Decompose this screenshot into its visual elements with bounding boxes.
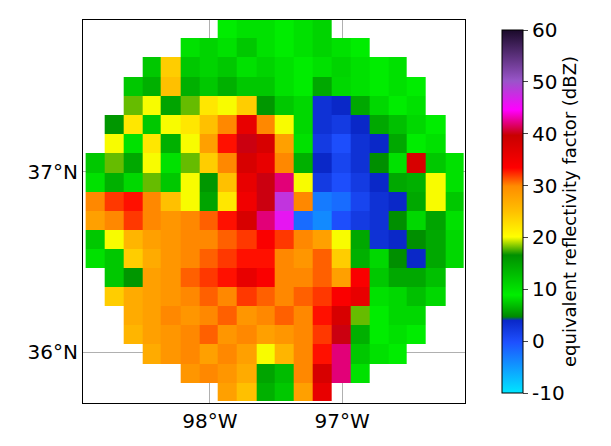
svg-text:50: 50 [532, 70, 557, 94]
svg-text:37°N: 37°N [28, 160, 78, 184]
svg-text:98°W: 98°W [182, 409, 237, 433]
svg-text:20: 20 [532, 225, 557, 249]
svg-text:30: 30 [532, 174, 557, 198]
svg-text:60: 60 [532, 18, 557, 42]
svg-text:40: 40 [532, 122, 557, 146]
svg-text:36°N: 36°N [28, 340, 78, 364]
svg-text:0: 0 [532, 329, 545, 353]
svg-text:97°W: 97°W [314, 409, 369, 433]
svg-text:10: 10 [532, 277, 557, 301]
svg-text:-10: -10 [532, 381, 565, 405]
svg-text:equivalent reflectivity factor: equivalent reflectivity factor (dBZ) [559, 56, 580, 367]
